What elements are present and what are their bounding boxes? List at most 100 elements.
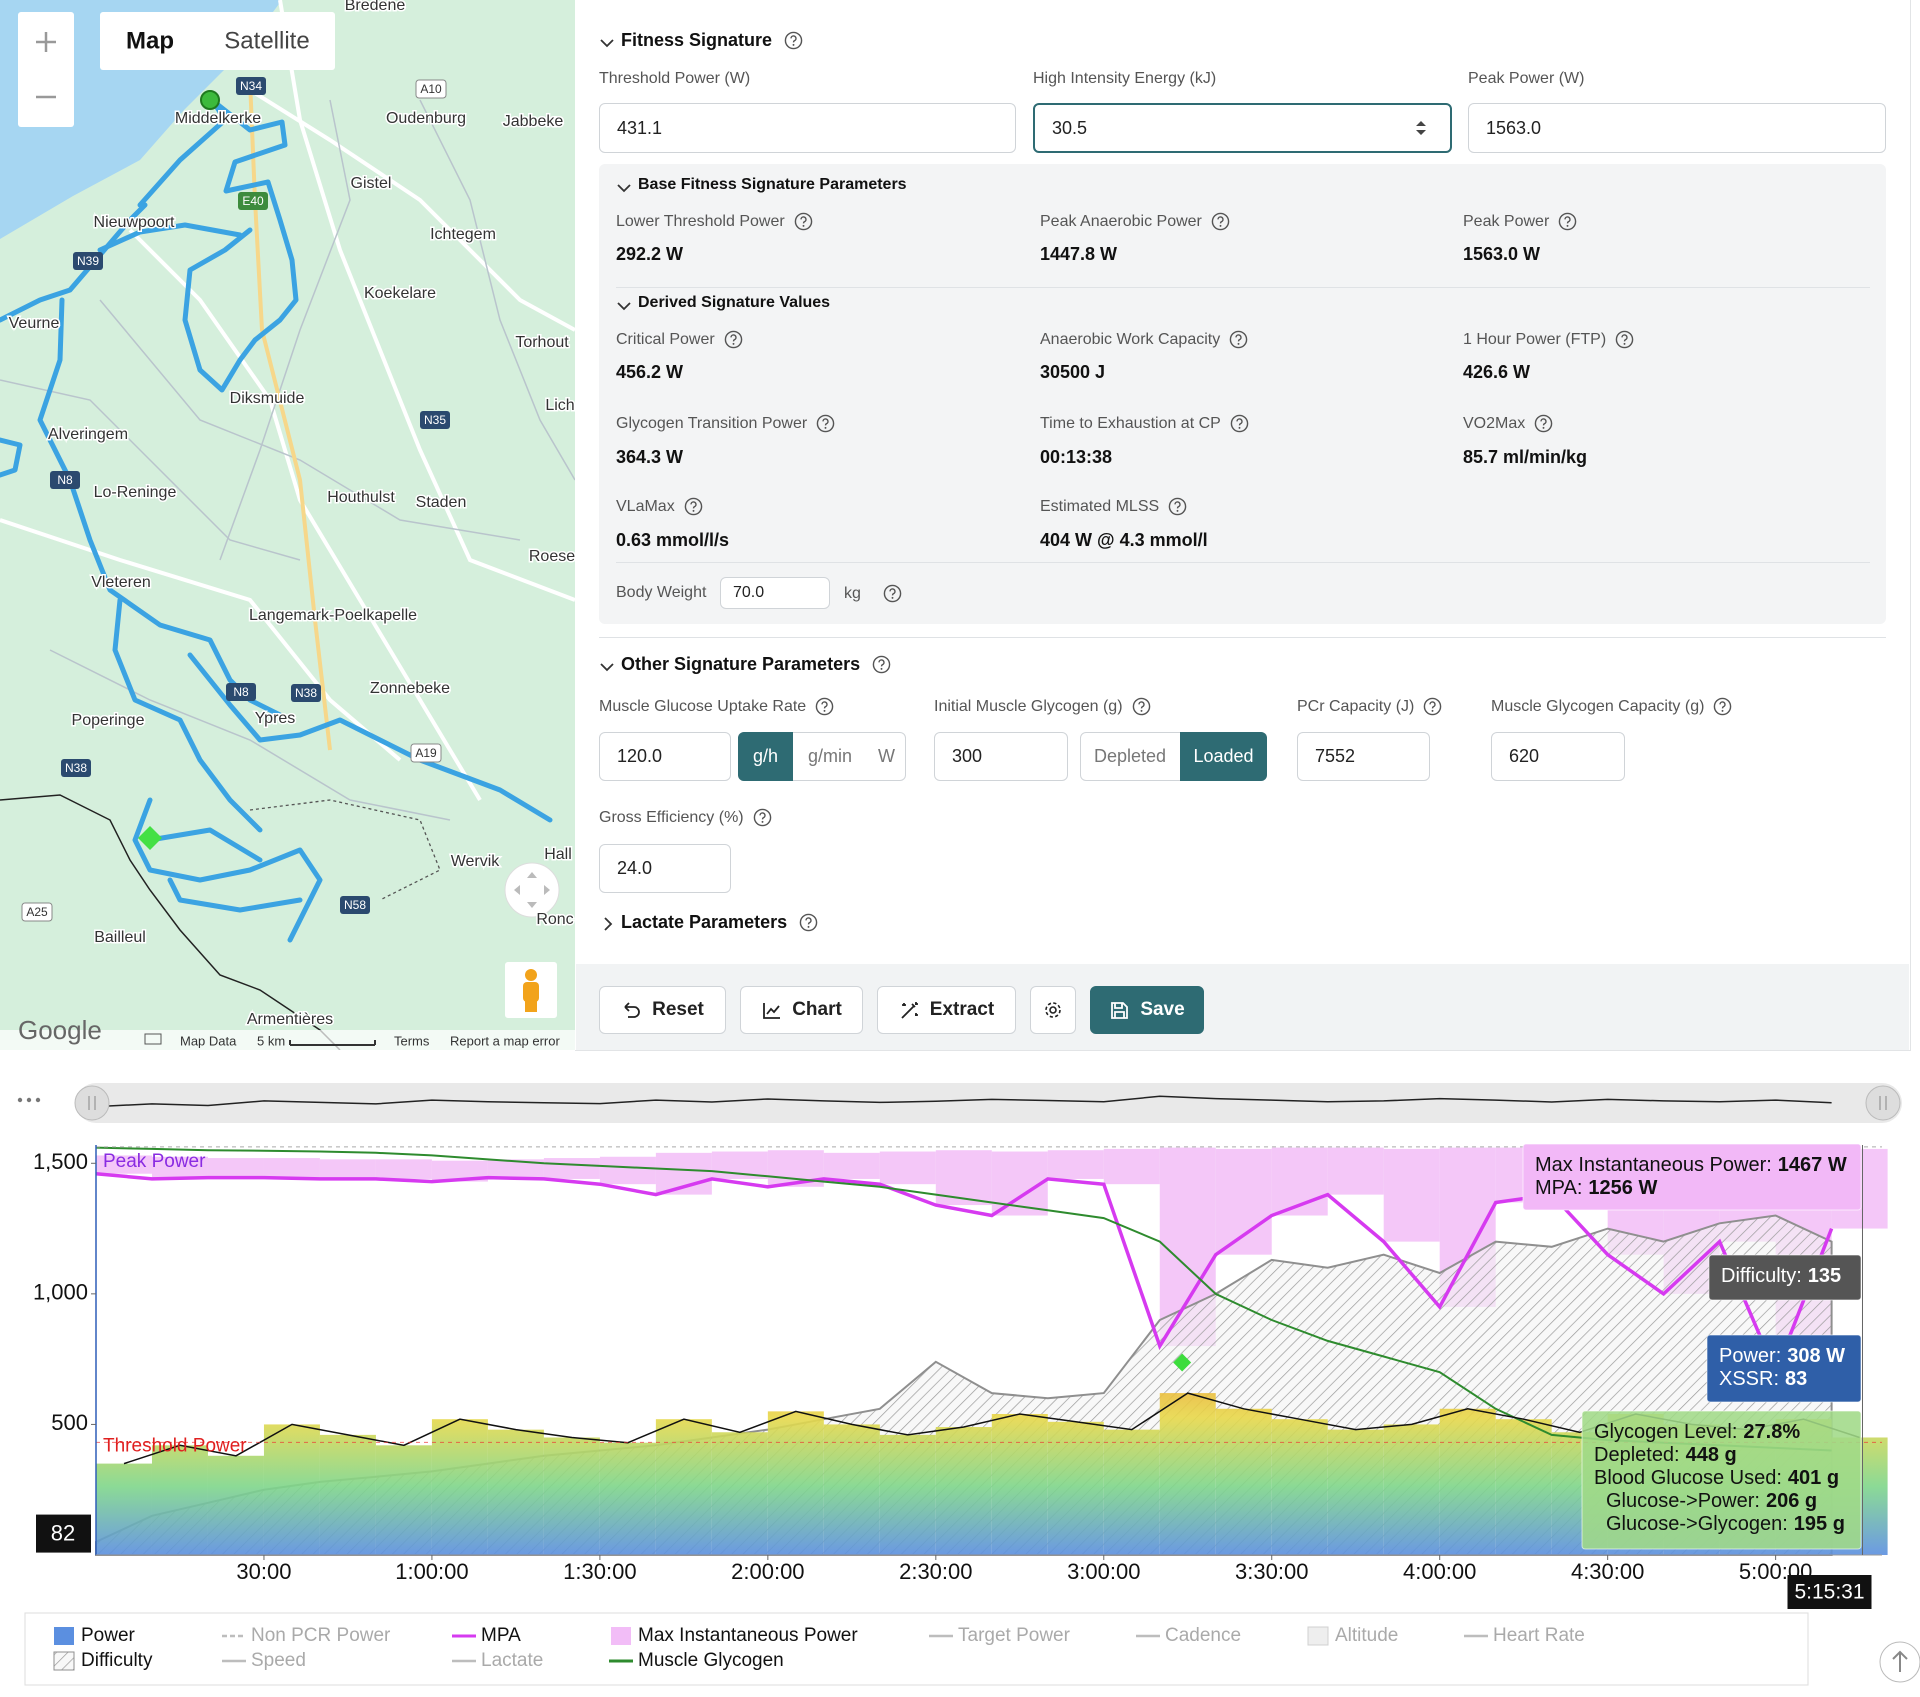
legend-item[interactable]: Target Power: [929, 1625, 1071, 1646]
chevron[interactable]: [617, 299, 631, 313]
road-badge: [61, 759, 91, 777]
help-icon[interactable]: [1615, 330, 1634, 349]
legend-item[interactable]: Difficulty: [53, 1650, 153, 1671]
legend-item[interactable]: Cadence: [1136, 1625, 1241, 1646]
param-value: 85.7 ml/min/kg: [1463, 447, 1588, 467]
help-icon[interactable]: [816, 414, 835, 433]
help-icon[interactable]: [1713, 697, 1732, 716]
power-bar: [655, 1419, 712, 1555]
power-bar: [1159, 1393, 1216, 1555]
help-icon[interactable]: [1558, 212, 1577, 231]
button[interactable]: Extract: [877, 986, 1016, 1034]
text-input[interactable]: 431.1: [599, 103, 1016, 153]
text-input[interactable]: 300: [934, 732, 1068, 781]
legend-item[interactable]: Muscle Glycogen: [609, 1650, 784, 1671]
chevron[interactable]: [617, 181, 631, 195]
legend-item[interactable]: Altitude: [1307, 1625, 1398, 1646]
unit-option[interactable]: g/min: [807, 746, 852, 766]
legend-swatch: [611, 1627, 631, 1645]
param-label-row: VLaMax: [616, 497, 703, 516]
legend-item[interactable]: Heart Rate: [1464, 1625, 1585, 1646]
place-label: Jabbeke: [503, 113, 564, 130]
help-icon[interactable]: [1534, 414, 1553, 433]
chevron[interactable]: [600, 36, 614, 50]
param-label: Estimated MLSS: [1040, 497, 1160, 515]
text-input[interactable]: 30.5: [1033, 103, 1452, 153]
param-label: VLaMax: [616, 497, 675, 515]
legend-item[interactable]: Speed: [222, 1650, 306, 1671]
text-input[interactable]: 1563.0: [1468, 103, 1886, 153]
button[interactable]: Chart: [740, 986, 863, 1034]
glycogen-option[interactable]: Loaded: [1180, 732, 1267, 781]
help-icon[interactable]: [1211, 212, 1230, 231]
help-icon[interactable]: [799, 913, 818, 932]
y-tick-label: 500: [51, 1410, 88, 1435]
text-input[interactable]: 620: [1491, 732, 1625, 781]
text-input[interactable]: 24.0: [599, 844, 731, 893]
legend-label: Heart Rate: [1493, 1625, 1585, 1646]
x-tick-label: 4:30:00: [1571, 1559, 1644, 1584]
help-icon[interactable]: [794, 212, 813, 231]
navigator-handle[interactable]: [1865, 1085, 1901, 1121]
place-label: Poperinge: [72, 712, 145, 729]
param-value: 404 W @ 4.3 mmol/l: [1040, 530, 1208, 550]
spinner[interactable]: [1414, 118, 1428, 138]
max-power-band: [879, 1151, 936, 1185]
unit-option[interactable]: W: [878, 746, 895, 766]
tooltip-label: Power:: [1719, 1345, 1781, 1367]
help-icon[interactable]: [684, 497, 703, 516]
map-attribution[interactable]: Report a map error: [450, 1033, 560, 1048]
text-input[interactable]: 7552: [1297, 732, 1430, 781]
power-bar: [1271, 1419, 1328, 1555]
max-power-band: [431, 1160, 488, 1182]
map-tab[interactable]: Satellite: [224, 27, 309, 54]
help-icon[interactable]: [815, 697, 834, 716]
max-power-band: [1327, 1147, 1384, 1195]
param-label: VO2Max: [1463, 414, 1526, 432]
tooltip-line: Depleted: 448 g: [1594, 1444, 1737, 1466]
unit-option[interactable]: g/h: [738, 732, 793, 781]
legend-item[interactable]: Max Instantaneous Power: [611, 1625, 858, 1646]
help-icon[interactable]: [1132, 697, 1151, 716]
help-icon[interactable]: [784, 31, 803, 50]
tooltip: [1706, 1334, 1862, 1403]
legend-item[interactable]: MPA: [452, 1625, 521, 1646]
chevron[interactable]: [601, 917, 615, 931]
help-icon[interactable]: [1230, 414, 1249, 433]
button[interactable]: Save: [1090, 986, 1204, 1034]
param-label: Critical Power: [616, 330, 715, 348]
place-label: Hall: [544, 846, 572, 863]
text-input[interactable]: 120.0: [599, 732, 731, 781]
help-icon[interactable]: [883, 584, 902, 603]
legend-item[interactable]: Lactate: [452, 1650, 543, 1671]
help-icon[interactable]: [1229, 330, 1248, 349]
power-bar: [767, 1411, 824, 1555]
legend-item[interactable]: Power: [54, 1625, 136, 1646]
tooltip: [1522, 1143, 1862, 1211]
help-icon[interactable]: [1423, 697, 1442, 716]
help-icon[interactable]: [724, 330, 743, 349]
map[interactable]: Bredene Middelkerke Oudenburg Jabbeke Gistel…: [0, 0, 575, 1050]
text-input[interactable]: 70.0: [720, 577, 830, 609]
tooltip-line: Glycogen Level: 27.8%: [1594, 1421, 1800, 1443]
settings-button[interactable]: [1030, 986, 1076, 1034]
chevron[interactable]: [600, 660, 614, 674]
place-label: Veurne: [9, 315, 60, 332]
map-attribution[interactable]: Terms: [394, 1033, 430, 1048]
tooltip-line: Difficulty: 135: [1721, 1265, 1841, 1287]
help-icon[interactable]: [872, 655, 891, 674]
navigator-handle[interactable]: [74, 1085, 110, 1121]
max-power-band: [151, 1156, 208, 1179]
map-tab[interactable]: Map: [126, 27, 174, 54]
field-label: Peak Power (W): [1468, 70, 1585, 87]
glycogen-option[interactable]: Depleted: [1093, 746, 1167, 766]
divider: [599, 637, 1886, 638]
power-bar: [319, 1434, 376, 1555]
help-icon[interactable]: [753, 808, 772, 827]
help-icon[interactable]: [1168, 497, 1187, 516]
button[interactable]: Reset: [599, 986, 726, 1034]
legend-item[interactable]: Non PCR Power: [222, 1625, 391, 1646]
power-bar: [1327, 1429, 1384, 1555]
gear-icon: [1045, 1002, 1061, 1018]
series-line: [95, 1146, 1832, 1452]
